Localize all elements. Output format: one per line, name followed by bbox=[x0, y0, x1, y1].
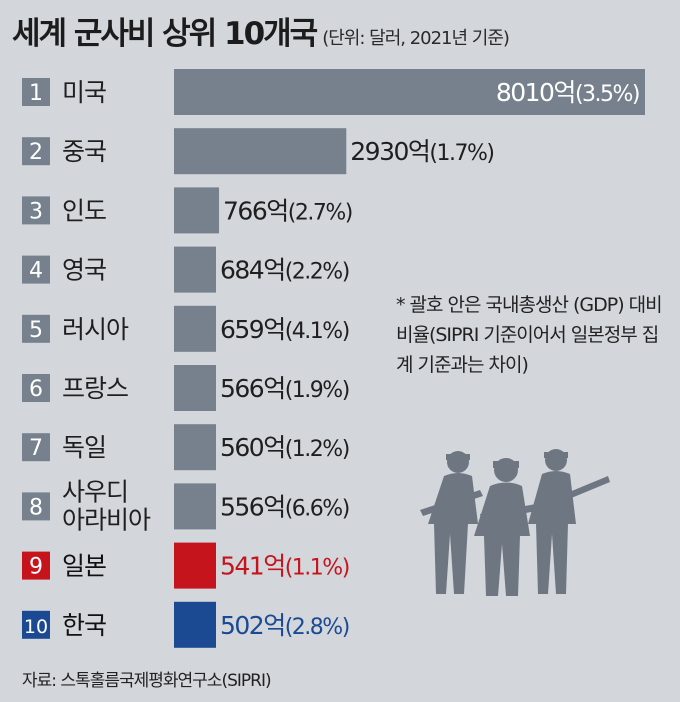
value-gdp-percent: (6.6%) bbox=[285, 496, 349, 521]
country-label: 러시아 bbox=[62, 315, 129, 344]
soldiers-silhouette-icon bbox=[420, 449, 610, 596]
value-amount: 502억 bbox=[220, 611, 285, 640]
bar bbox=[174, 365, 216, 411]
bar bbox=[174, 246, 216, 293]
value-label: 560억(1.2%) bbox=[220, 433, 349, 462]
value-amount: 566억 bbox=[220, 374, 285, 403]
value-label: 766억(2.7%) bbox=[223, 196, 352, 225]
value-gdp-percent: (2.7%) bbox=[288, 200, 352, 225]
title-row: 세계 군사비 상위 10개국 (단위: 달러, 2021년 기준) bbox=[12, 8, 510, 53]
value-amount: 766억 bbox=[223, 196, 288, 225]
rank-badge bbox=[22, 137, 50, 166]
value-label: 659억(4.1%) bbox=[220, 315, 349, 344]
value-gdp-percent: (1.7%) bbox=[429, 141, 493, 166]
footnote: * 괄호 안은 국내총생산 (GDP) 대비 비율(SIPRI 기준이어서 일본… bbox=[396, 294, 663, 376]
country-label: 아라비아 bbox=[62, 505, 151, 534]
rank-number: 2 bbox=[29, 140, 43, 165]
value-amount: 8010억 bbox=[496, 78, 575, 107]
rank-badge bbox=[22, 551, 50, 580]
value-label: 684억(2.2%) bbox=[220, 256, 349, 285]
value-amount: 556억 bbox=[220, 492, 285, 521]
value-amount: 684억 bbox=[220, 256, 285, 285]
chart-title: 세계 군사비 상위 10개국 bbox=[12, 16, 318, 52]
rank-number: 9 bbox=[29, 555, 43, 580]
value-label: 541억(1.1%) bbox=[220, 552, 349, 581]
country-label: 영국 bbox=[62, 256, 106, 285]
bar bbox=[174, 128, 347, 175]
bar bbox=[174, 601, 216, 648]
bar bbox=[174, 187, 220, 234]
rank-number: 1 bbox=[29, 81, 43, 106]
value-label: 2930억(1.7%) bbox=[350, 137, 493, 166]
value-label: 556억(6.6%) bbox=[220, 492, 349, 521]
country-label: 프랑스 bbox=[62, 374, 128, 403]
country-label: 사우디 bbox=[62, 477, 128, 506]
country-label: 독일 bbox=[62, 433, 106, 462]
rank-number: 3 bbox=[29, 199, 43, 224]
rank-badge bbox=[22, 314, 50, 343]
rank-number: 7 bbox=[29, 436, 43, 461]
country-label: 중국 bbox=[62, 137, 106, 166]
rank-number: 4 bbox=[29, 259, 43, 284]
value-amount: 541억 bbox=[220, 552, 285, 581]
value-amount: 659억 bbox=[220, 315, 285, 344]
value-gdp-percent: (2.2%) bbox=[285, 260, 349, 285]
value-amount: 2930억 bbox=[350, 137, 429, 166]
rank-badge bbox=[22, 196, 50, 225]
value-label: 566억(1.9%) bbox=[220, 374, 349, 403]
rank-number: 10 bbox=[24, 616, 48, 638]
rank-badge bbox=[22, 492, 50, 521]
value-gdp-percent: (3.5%) bbox=[575, 82, 639, 107]
value-label: 8010억(3.5%) bbox=[496, 78, 639, 107]
country-label: 일본 bbox=[62, 552, 106, 581]
rank-badge bbox=[22, 374, 50, 402]
source-text: 자료: 스톡홀름국제평화연구소(SIPRI) bbox=[22, 671, 272, 691]
value-gdp-percent: (1.9%) bbox=[285, 378, 349, 403]
value-gdp-percent: (4.1%) bbox=[285, 319, 349, 344]
value-gdp-percent: (1.1%) bbox=[285, 556, 349, 581]
value-label: 502억(2.8%) bbox=[220, 611, 349, 640]
rank-badge bbox=[22, 255, 50, 284]
country-label: 미국 bbox=[62, 78, 106, 107]
bar bbox=[174, 305, 216, 352]
rank-badge bbox=[22, 433, 50, 462]
bar bbox=[174, 483, 216, 530]
value-amount: 560억 bbox=[220, 433, 285, 462]
rank-number: 8 bbox=[29, 495, 43, 520]
value-gdp-percent: (2.8%) bbox=[285, 615, 349, 640]
value-gdp-percent: (1.2%) bbox=[285, 437, 349, 462]
bar bbox=[174, 69, 645, 115]
rank-number: 5 bbox=[29, 318, 43, 343]
bar bbox=[174, 424, 216, 471]
country-label: 인도 bbox=[62, 196, 106, 225]
country-label: 한국 bbox=[62, 611, 106, 640]
rank-number: 6 bbox=[29, 377, 43, 402]
bar bbox=[174, 542, 216, 589]
rank-badge bbox=[22, 78, 50, 106]
rank-badge bbox=[22, 610, 50, 639]
unit-label: (단위: 달러, 2021년 기준) bbox=[322, 28, 510, 49]
